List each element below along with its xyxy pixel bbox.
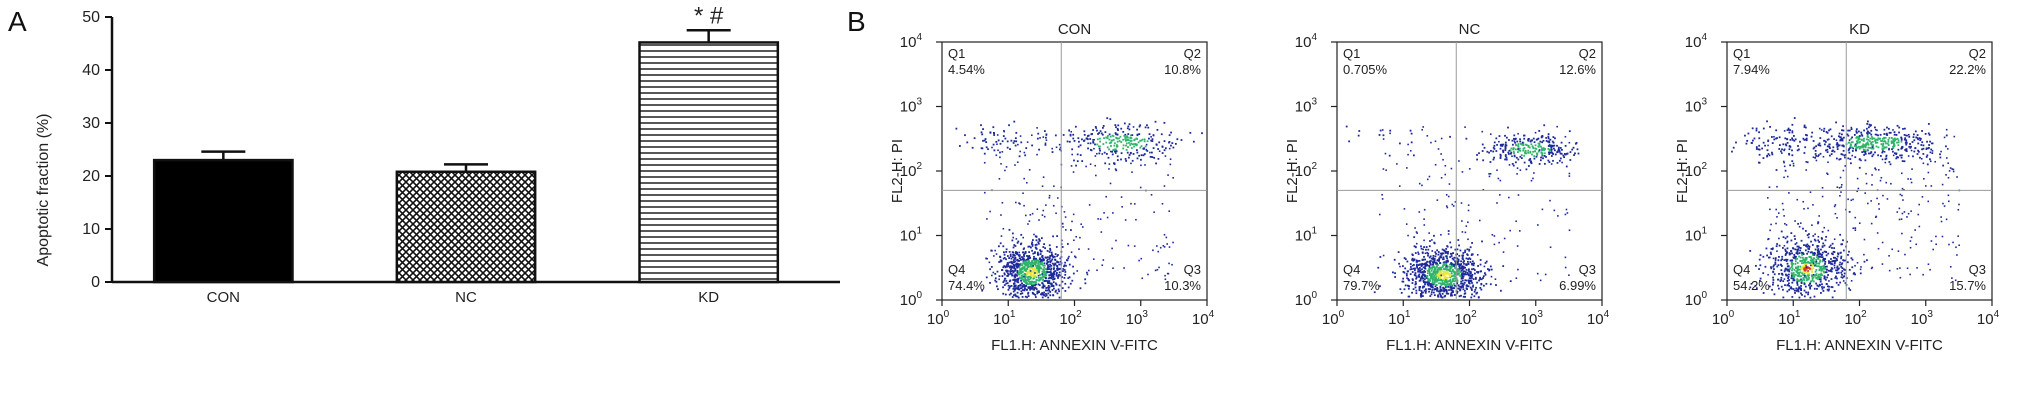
facs-plot-kd: KD 100 100 101 101 102 102 103 103 104 104 FL1.H: A… (1665, 20, 2025, 400)
y-tick-label: 104 (1295, 32, 1318, 51)
quadrant-q2-value: 12.6% (1559, 62, 1596, 77)
y-tick-label: 100 (1685, 290, 1708, 309)
x-tick-label: 102 (1454, 309, 1477, 328)
quadrant-q1-name: Q1 (1343, 46, 1360, 61)
y-axis-label: FL2-H: PI (889, 139, 906, 203)
quadrant-q3-name: Q3 (1969, 262, 1986, 277)
y-tick-label: 0 (91, 274, 100, 291)
plot-frame (941, 41, 1208, 301)
significance-marker: * # (694, 2, 724, 29)
x-tick-label: NC (455, 289, 477, 306)
x-tick-label: 100 (927, 309, 950, 328)
x-axis-label: FL1.H: ANNEXIN V-FITC (1776, 337, 1943, 354)
quadrant-q4-value: 79.7% (1343, 278, 1380, 293)
plot-title: NC (1459, 21, 1481, 38)
bar-chart: Apoptotic fraction (%) 0 10 20 30 40 50 CON NC K… (35, 2, 840, 306)
quadrant-q2-name: Q2 (1579, 46, 1596, 61)
panel-a-label: A (8, 6, 27, 37)
y-tick-label: 103 (900, 97, 923, 116)
quadrant-q3-value: 15.7% (1949, 278, 1986, 293)
quadrant-q1-value: 4.54% (948, 62, 985, 77)
y-tick-label: 20 (82, 168, 100, 185)
x-tick-label: 100 (1322, 309, 1345, 328)
bar-y-axis-label: Apoptotic fraction (%) (35, 114, 52, 267)
facs-plot-con: CON 100 100 101 101 102 102 103 103 104 104 FL1.H: … (880, 20, 1240, 400)
x-axis-label: FL1.H: ANNEXIN V-FITC (991, 337, 1158, 354)
quadrant-q2-name: Q2 (1969, 46, 1986, 61)
x-tick-label: 102 (1059, 309, 1082, 328)
bar-con (152, 158, 294, 284)
x-axis-label: FL1.H: ANNEXIN V-FITC (1386, 337, 1553, 354)
quadrant-q3-value: 10.3% (1164, 278, 1201, 293)
plot-frame (1726, 41, 1993, 301)
x-tick-label: CON (207, 289, 240, 306)
quadrant-q1-name: Q1 (1733, 46, 1750, 61)
panel-b-label: B (847, 6, 866, 37)
x-tick-label: 101 (1388, 309, 1411, 328)
bar-kd (638, 41, 780, 284)
quadrant-q1-value: 7.94% (1733, 62, 1770, 77)
quadrant-q3-value: 6.99% (1559, 278, 1596, 293)
quadrant-q4-name: Q4 (948, 262, 965, 277)
quadrant-q3-name: Q3 (1184, 262, 1201, 277)
y-tick-label: 104 (1685, 32, 1708, 51)
y-tick-label: 101 (1295, 226, 1318, 245)
x-tick-label: 102 (1844, 309, 1867, 328)
quadrant-q1-value: 0.705% (1343, 62, 1388, 77)
quadrant-q2-value: 10.8% (1164, 62, 1201, 77)
event-dots (1345, 124, 1580, 299)
quadrant-q3-name: Q3 (1579, 262, 1596, 277)
x-tick-label: 101 (993, 309, 1016, 328)
x-tick-label: 104 (1977, 309, 2000, 328)
quadrant-q4-value: 54.2% (1733, 278, 1770, 293)
quadrant-q2-value: 22.2% (1949, 62, 1986, 77)
plot-title: KD (1849, 21, 1870, 38)
x-tick-label: 100 (1712, 309, 1735, 328)
quadrant-q4-name: Q4 (1733, 262, 1750, 277)
x-tick-label: 103 (1126, 309, 1149, 328)
y-tick-label: 100 (1295, 290, 1318, 309)
y-tick-label: 101 (1685, 226, 1708, 245)
y-tick-label: 101 (900, 226, 923, 245)
y-tick-label: 103 (1295, 97, 1318, 116)
y-axis-label: FL2-H: PI (1674, 139, 1691, 203)
quadrant-q1-name: Q1 (948, 46, 965, 61)
y-tick-label: 103 (1685, 97, 1708, 116)
y-tick-label: 10 (82, 221, 100, 238)
y-axis-label: FL2-H: PI (1284, 139, 1301, 203)
x-tick-label: 104 (1192, 309, 1215, 328)
x-tick-label: 101 (1778, 309, 1801, 328)
quadrant-q4-name: Q4 (1343, 262, 1360, 277)
quadrant-q4-value: 74.4% (948, 278, 985, 293)
y-tick-label: 100 (900, 290, 923, 309)
event-dots (1731, 117, 1961, 299)
x-tick-label: 103 (1911, 309, 1934, 328)
facs-plot-nc: NC 100 100 101 101 102 102 103 103 104 104 FL1.H: A… (1275, 20, 1635, 400)
event-dots (955, 117, 1203, 299)
y-tick-label: 30 (82, 115, 100, 132)
y-tick-label: 104 (900, 32, 923, 51)
y-tick-label: 40 (82, 62, 100, 79)
x-tick-label: 103 (1521, 309, 1544, 328)
bar-nc (395, 170, 537, 284)
x-tick-label: KD (698, 289, 719, 306)
quadrant-q2-name: Q2 (1184, 46, 1201, 61)
y-tick-label: 50 (82, 9, 100, 26)
plot-title: CON (1058, 21, 1091, 38)
x-tick-label: 104 (1587, 309, 1610, 328)
